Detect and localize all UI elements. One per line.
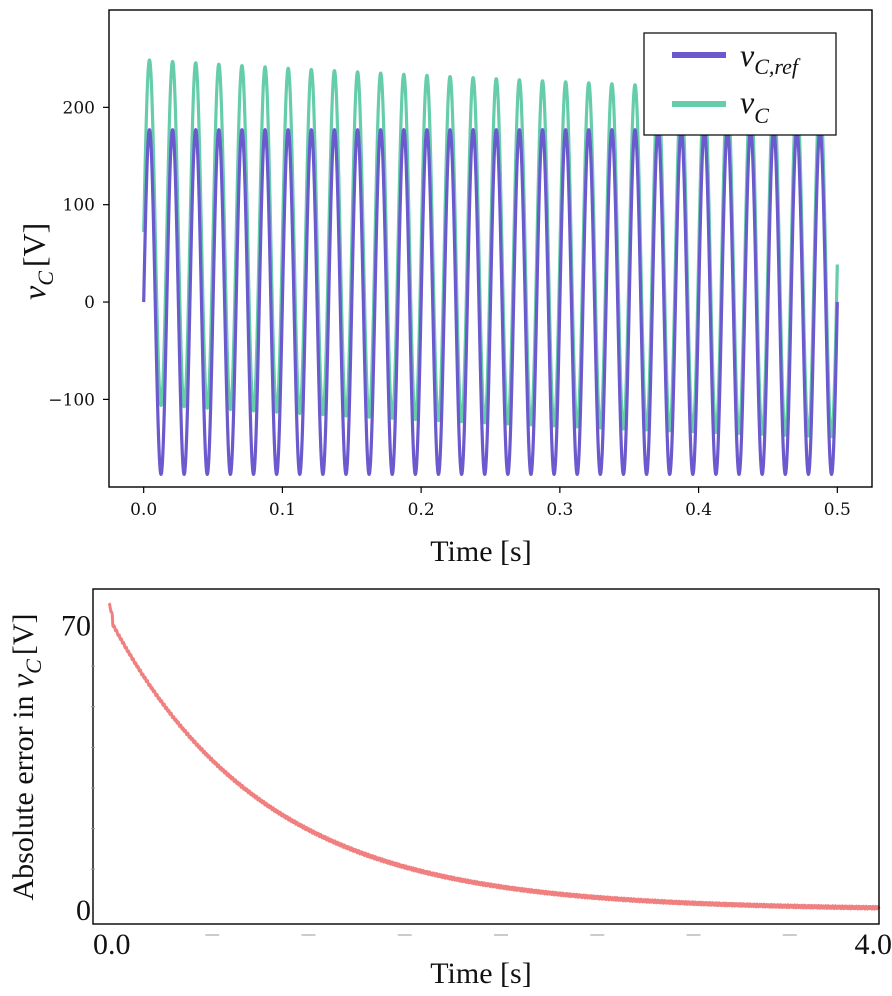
legend-label-vcref-main: v	[740, 37, 755, 73]
top-plot-frame	[108, 9, 873, 488]
top-ylabel-unit: [V]	[16, 223, 52, 267]
legend-label-vcref: vC,ref	[740, 37, 801, 79]
legend-label-vc-sub: C	[754, 103, 769, 128]
top-x-tick-label: 0.4	[685, 500, 712, 520]
top-ylabel-sub: C	[33, 271, 58, 286]
legend-label-vcref-sub: C,ref	[754, 54, 801, 79]
bottom-chart: 0 70 0.0 4.0 Absolute error in vC [V] Time […	[4, 588, 892, 990]
bottom-x-tick-label: 4.0	[855, 928, 892, 961]
top-x-tick-label: 0.3	[546, 500, 573, 520]
top-ylabel: vC [V]	[16, 223, 58, 300]
bottom-series-group	[107, 602, 881, 911]
top-x-tick-label: 0.1	[269, 500, 296, 520]
bottom-plot-frame	[92, 588, 880, 925]
top-ylabel-main: v	[16, 285, 52, 300]
bottom-ticks-group: 0 70 0.0 4.0	[61, 610, 892, 961]
top-y-tick-label: 100	[63, 196, 95, 216]
top-y-tick-label: −100	[48, 390, 95, 410]
top-y-tick-label: 200	[63, 98, 95, 118]
bottom-y-tick-label: 0	[76, 894, 91, 927]
series-line-abs-error	[107, 602, 881, 911]
top-xlabel: Time [s]	[430, 535, 531, 568]
top-x-tick-label: 0.0	[130, 500, 157, 520]
legend-box	[643, 32, 837, 136]
top-ticks-group: 0.0 0.1 0.2 0.3 0.4 0.5 −100 0 100 200	[48, 98, 851, 520]
legend-label-vc: vC	[740, 84, 769, 128]
series-line-vcref	[142, 128, 839, 476]
top-x-tick-label: 0.2	[408, 500, 435, 520]
top-series-group	[142, 58, 839, 476]
bottom-xlabel: Time [s]	[430, 957, 531, 990]
bottom-ylabel-main: v	[4, 673, 40, 688]
bottom-ylabel-sub: C	[21, 659, 46, 674]
legend-label-vc-main: v	[740, 84, 755, 120]
top-x-tick-label: 0.5	[824, 500, 851, 520]
bottom-ylabel-prefix: Absolute error in	[7, 688, 40, 900]
top-legend: vC,ref vC	[643, 32, 837, 136]
bottom-y-tick-label: 70	[61, 610, 91, 643]
bottom-x-tick-label: 0.0	[93, 928, 131, 961]
top-y-tick-label: 0	[84, 293, 95, 313]
bottom-ylabel-unit: [V]	[7, 614, 40, 656]
bottom-ylabel: Absolute error in vC [V]	[4, 614, 46, 901]
